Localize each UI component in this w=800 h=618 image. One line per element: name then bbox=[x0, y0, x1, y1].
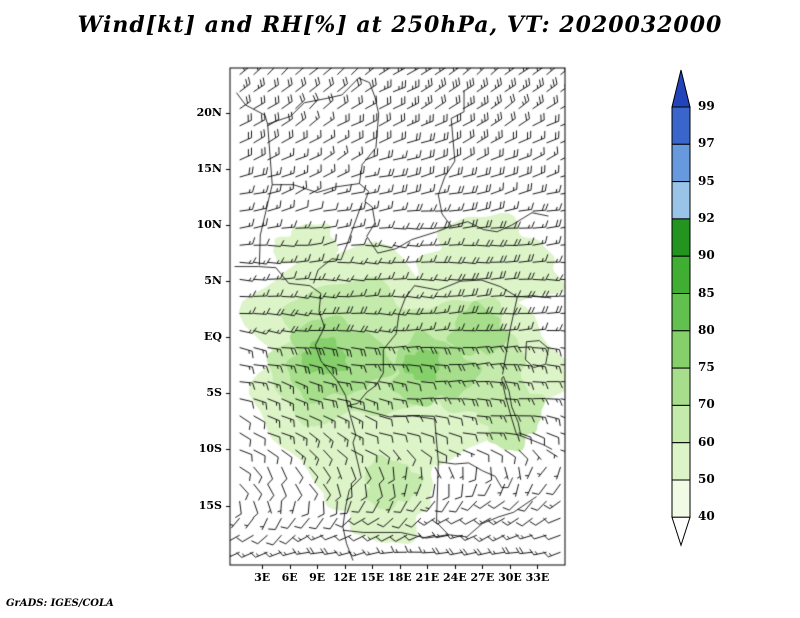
colorbar-segment bbox=[671, 218, 691, 257]
colorbar-tick-label: 92 bbox=[698, 210, 715, 225]
y-axis-tick-label: 10N bbox=[196, 218, 222, 232]
colorbar-segment bbox=[671, 293, 691, 332]
colorbar-arrow-bottom bbox=[671, 516, 691, 547]
y-axis-tick-label: 10S bbox=[198, 442, 222, 456]
chart-title: Wind[kt] and RH[%] at 250hPa, VT: 202003… bbox=[77, 12, 723, 38]
y-axis-tick-label: 15S bbox=[198, 498, 222, 512]
colorbar-segment bbox=[671, 143, 691, 183]
x-axis-tick-label: 9E bbox=[309, 571, 326, 584]
colorbar-tick-label: 95 bbox=[698, 173, 715, 188]
colorbar-arrow-top bbox=[671, 69, 691, 108]
colorbar-segment bbox=[671, 479, 691, 518]
colorbar-tick-label: 85 bbox=[698, 285, 715, 300]
y-axis-tick-label: 5N bbox=[204, 274, 222, 288]
y-axis-tick-label: 20N bbox=[196, 105, 222, 119]
colorbar bbox=[666, 66, 726, 552]
x-axis-tick-label: 27E bbox=[470, 571, 495, 584]
colorbar-tick-label: 40 bbox=[698, 509, 715, 524]
colorbar-segment bbox=[671, 181, 691, 220]
x-axis-tick-label: 30E bbox=[498, 571, 522, 584]
x-axis-tick-label: 3E bbox=[254, 571, 271, 584]
colorbar-tick-label: 70 bbox=[698, 397, 715, 412]
colorbar-segment bbox=[671, 442, 691, 481]
map-plot-canvas bbox=[222, 60, 573, 573]
x-axis-tick-label: 21E bbox=[415, 571, 440, 584]
y-axis-tick-label: EQ bbox=[204, 330, 222, 344]
colorbar-svg bbox=[671, 69, 691, 547]
colorbar-segment bbox=[671, 330, 691, 369]
x-axis-tick-label: 18E bbox=[387, 571, 412, 584]
colorbar-tick-label: 80 bbox=[698, 322, 715, 337]
x-axis-tick-label: 6E bbox=[281, 571, 298, 584]
y-axis-tick-label: 5S bbox=[206, 386, 222, 400]
colorbar-segment bbox=[671, 404, 691, 444]
colorbar-segment bbox=[671, 255, 691, 294]
colorbar-tick-label: 50 bbox=[698, 472, 715, 486]
x-axis-tick-label: 12E bbox=[332, 571, 357, 584]
y-axis-tick-label: 15N bbox=[196, 161, 222, 175]
colorbar-tick-label: 97 bbox=[698, 136, 715, 151]
x-axis-tick-label: 24E bbox=[443, 571, 467, 584]
colorbar-tick-label: 99 bbox=[698, 99, 715, 113]
colorbar-tick-label: 90 bbox=[698, 248, 715, 263]
colorbar-tick-label: 75 bbox=[698, 360, 715, 375]
credit-text: GrADS: IGES/COLA bbox=[6, 598, 114, 609]
colorbar-tick-label: 60 bbox=[698, 434, 715, 449]
x-axis-tick-label: 33E bbox=[525, 571, 550, 584]
x-axis-tick-label: 15E bbox=[360, 571, 385, 584]
colorbar-segment bbox=[671, 367, 691, 406]
colorbar-segment bbox=[671, 106, 691, 145]
